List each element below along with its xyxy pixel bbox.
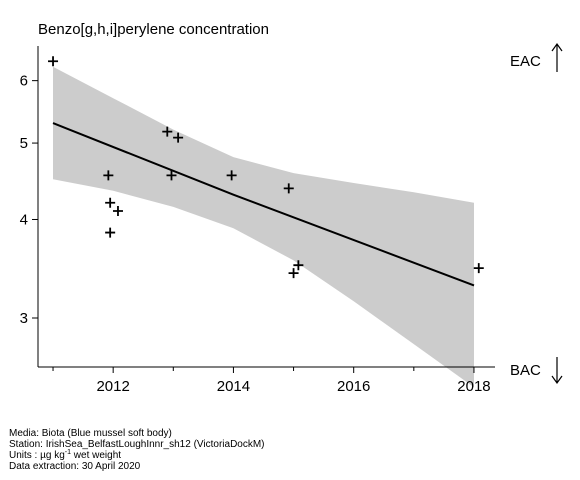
arrow-up-icon <box>551 42 563 72</box>
data-point <box>173 132 184 143</box>
data-point <box>293 260 304 271</box>
confidence-band-area <box>53 66 474 388</box>
y-tick-label: 5 <box>20 135 28 152</box>
data-point <box>162 126 173 137</box>
footer: Media: Biota (Blue mussel soft body) Sta… <box>9 428 265 472</box>
footer-units-suffix: wet weight <box>71 450 122 461</box>
data-point <box>105 197 116 208</box>
data-point <box>288 268 299 279</box>
x-tick-label: 2016 <box>337 378 370 395</box>
footer-units-exponent: -1 <box>64 449 72 456</box>
data-point <box>112 206 123 217</box>
trend-line <box>52 122 475 287</box>
footer-units: Units : µg kg-1 wet weight <box>9 449 265 461</box>
y-tick-label: 4 <box>20 211 28 228</box>
threshold-labels: EAC BAC <box>510 42 563 385</box>
chart-title: Benzo[g,h,i]perylene concentration <box>38 21 269 38</box>
footer-units-prefix: Units : µg kg <box>9 450 65 461</box>
data-point <box>226 170 237 181</box>
footer-station: Station: IrishSea_BelfastLoughInnr_sh12 … <box>9 439 265 450</box>
x-tick-label: 2012 <box>96 378 129 395</box>
axes: 3 4 5 6 2012 2014 2016 2018 <box>20 46 495 395</box>
data-point <box>105 227 116 238</box>
x-tick-label: 2014 <box>217 378 250 395</box>
threshold-label-bac: BAC <box>510 362 541 379</box>
data-point <box>473 263 484 274</box>
threshold-label-eac: EAC <box>510 53 541 70</box>
data-point <box>103 170 114 181</box>
y-tick-label: 6 <box>20 73 28 90</box>
footer-media: Media: Biota (Blue mussel soft body) <box>9 428 172 439</box>
trend-line-path <box>52 122 475 287</box>
arrow-down-icon <box>551 357 563 385</box>
x-tick-label: 2018 <box>457 378 490 395</box>
data-points <box>48 56 484 279</box>
data-point <box>283 183 294 194</box>
data-point <box>48 56 59 67</box>
data-point <box>166 170 177 181</box>
y-tick-label: 3 <box>20 310 28 327</box>
footer-extraction: Data extraction: 30 April 2020 <box>9 461 141 472</box>
confidence-band <box>53 66 474 388</box>
